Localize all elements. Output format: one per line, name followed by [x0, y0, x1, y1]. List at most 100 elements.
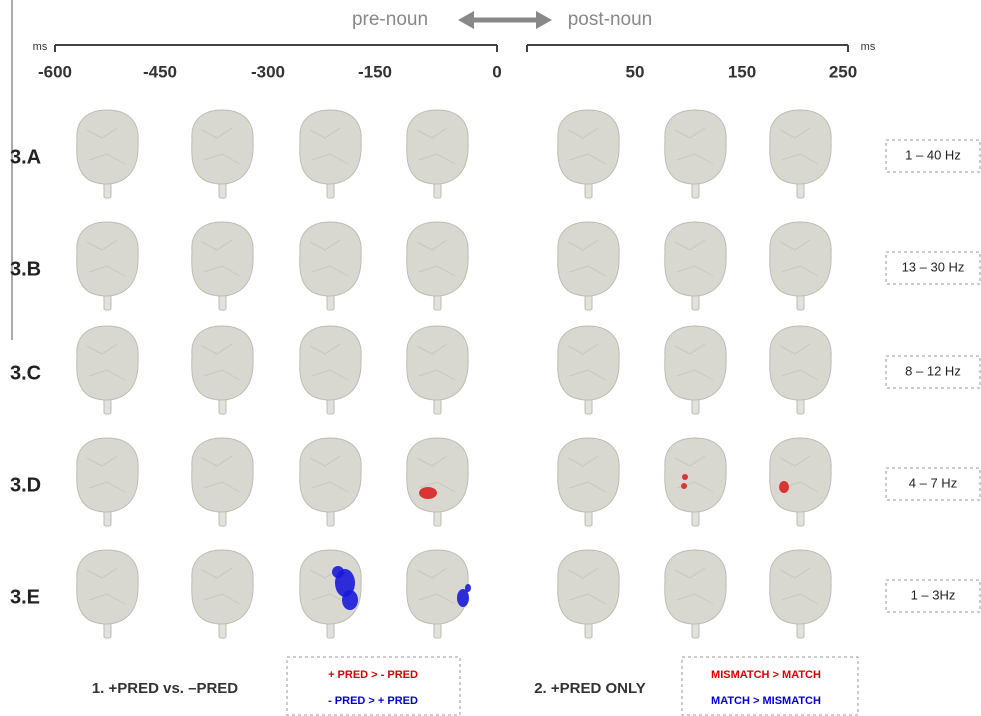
brain-shape: [300, 438, 361, 512]
tick-label: -450: [143, 62, 177, 81]
band-label: 1 – 40 Hz: [905, 147, 961, 162]
brain-shape: [770, 222, 831, 296]
brain: [558, 438, 619, 526]
activation: [779, 481, 789, 493]
brain-shape: [770, 110, 831, 184]
brain: [665, 222, 726, 310]
brain-shape: [77, 110, 138, 184]
brain-shape: [77, 550, 138, 624]
brain: [665, 438, 726, 526]
brain: [192, 550, 253, 638]
figure: pre-noun post-noun ms ms 1. +PRED vs. –P…: [0, 0, 981, 716]
tick-label: 0: [492, 62, 501, 81]
activation: [332, 566, 344, 578]
row-label: 3.B: [10, 258, 41, 280]
brain-shape: [192, 110, 253, 184]
row-label: 3.E: [10, 586, 40, 608]
brain-shape: [770, 326, 831, 400]
brain-shape: [300, 326, 361, 400]
tick-label: -150: [358, 62, 392, 81]
brain-shape: [407, 326, 468, 400]
brain-shape: [407, 550, 468, 624]
brain-shape: [665, 438, 726, 512]
brain: [770, 110, 831, 198]
brain: [192, 438, 253, 526]
legend-blue: - PRED > + PRED: [328, 695, 418, 707]
tick-label: 250: [829, 62, 857, 81]
brain-shape: [558, 550, 619, 624]
legend-red: + PRED > - PRED: [328, 669, 418, 681]
brain-shape: [407, 438, 468, 512]
brain-shape: [77, 438, 138, 512]
brain: [558, 110, 619, 198]
brain: [558, 550, 619, 638]
brain-shape: [192, 438, 253, 512]
brain-shape: [407, 110, 468, 184]
time-axis: [55, 45, 848, 52]
brain: [300, 438, 361, 526]
brain-shape: [77, 326, 138, 400]
brain: [558, 326, 619, 414]
legend-blue: MATCH > MISMATCH: [711, 695, 821, 707]
legend-red: MISMATCH > MATCH: [711, 669, 821, 681]
row-label: 3.C: [10, 362, 41, 384]
brain-shape: [558, 222, 619, 296]
brain: [300, 110, 361, 198]
double-arrow: [458, 11, 552, 29]
brain: [192, 222, 253, 310]
brain-shape: [770, 438, 831, 512]
brain: [77, 110, 138, 198]
tick-label: 150: [728, 62, 756, 81]
brain-shape: [665, 550, 726, 624]
band-label: 13 – 30 Hz: [902, 259, 965, 274]
activation: [465, 584, 471, 592]
brain: [407, 222, 468, 310]
brain: [407, 438, 468, 526]
activation: [342, 590, 358, 610]
brain: [665, 550, 726, 638]
band-label: 8 – 12 Hz: [905, 363, 961, 378]
brain-grid: [77, 110, 831, 638]
brain: [770, 222, 831, 310]
brain-shape: [770, 550, 831, 624]
pre-noun-label: pre-noun: [352, 9, 428, 30]
brain-shape: [300, 110, 361, 184]
brain-shape: [665, 110, 726, 184]
brain: [665, 110, 726, 198]
brain: [77, 550, 138, 638]
brain: [407, 110, 468, 198]
brain: [300, 326, 361, 414]
unit-label: ms: [861, 41, 876, 53]
unit-label: ms: [33, 41, 48, 53]
brain-shape: [192, 326, 253, 400]
post-noun-label: post-noun: [568, 9, 653, 30]
brain-shape: [192, 222, 253, 296]
brain-shape: [300, 222, 361, 296]
brain: [300, 222, 361, 310]
brain: [665, 326, 726, 414]
brain: [192, 326, 253, 414]
brain: [77, 222, 138, 310]
tick-label: 50: [626, 62, 645, 81]
brain-shape: [558, 110, 619, 184]
brain-shape: [665, 222, 726, 296]
activation: [419, 487, 437, 499]
tick-label: -300: [251, 62, 285, 81]
brain: [77, 326, 138, 414]
brain: [77, 438, 138, 526]
band-label: 4 – 7 Hz: [909, 475, 957, 490]
brain: [770, 438, 831, 526]
row-label: 3.A: [10, 146, 41, 168]
band-label: 1 – 3Hz: [911, 587, 956, 602]
legend-title: 2. +PRED ONLY: [534, 680, 646, 697]
brain: [770, 326, 831, 414]
tick-label: -600: [38, 62, 72, 81]
brain: [770, 550, 831, 638]
brain: [192, 110, 253, 198]
legend-title: 1. +PRED vs. –PRED: [92, 680, 238, 697]
brain-shape: [192, 550, 253, 624]
brain-shape: [665, 326, 726, 400]
brain-shape: [407, 222, 468, 296]
brain: [558, 222, 619, 310]
row-label: 3.D: [10, 474, 41, 496]
